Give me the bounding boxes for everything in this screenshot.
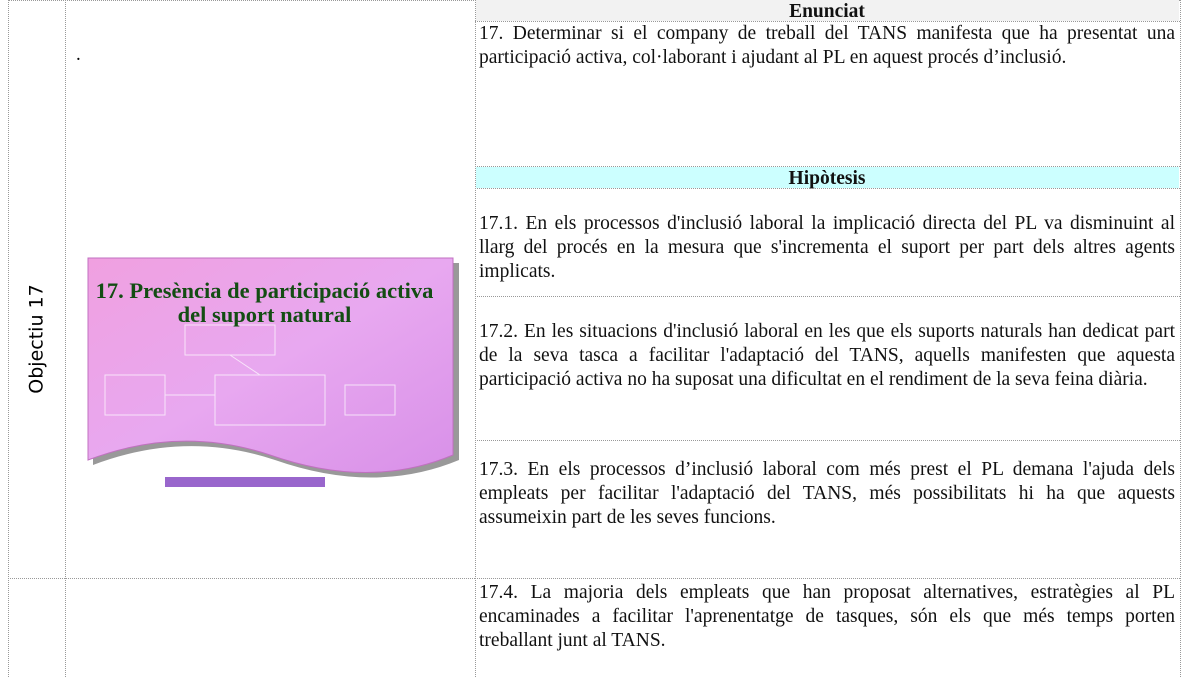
border [475, 440, 1180, 441]
figure-bar [165, 477, 325, 487]
figure-page [87, 257, 454, 473]
border [1180, 0, 1181, 677]
border [475, 21, 1180, 22]
hypothesis: 17.4. La majoria dels empleats que han p… [479, 582, 1175, 651]
border [475, 166, 1180, 167]
table-header: Enunciat [476, 0, 1179, 22]
hypothesis: 17.2. En les situacions d'inclusió labor… [479, 321, 1175, 390]
statement: 17. Determinar si el company de treball … [479, 23, 1175, 68]
figure [87, 257, 459, 487]
border [475, 188, 1180, 189]
hypothesis: 17.3. En els processos d’inclusió labora… [479, 459, 1175, 528]
dot: . [76, 44, 81, 65]
border [65, 0, 66, 677]
figure-diagram [104, 324, 396, 426]
hypothesis: 17.1. En els processos d'inclusió labora… [479, 213, 1175, 282]
figure-title: 17. Presència de participació activa del… [95, 278, 434, 327]
border [475, 0, 476, 677]
border [475, 296, 1180, 297]
border [8, 0, 9, 677]
objective-cell: Objectiu 17 [8, 0, 65, 677]
objective-label: Objectiu 17 [25, 283, 48, 394]
border [8, 578, 475, 579]
table-header: Hipòtesis [476, 167, 1179, 189]
border [475, 578, 1180, 579]
